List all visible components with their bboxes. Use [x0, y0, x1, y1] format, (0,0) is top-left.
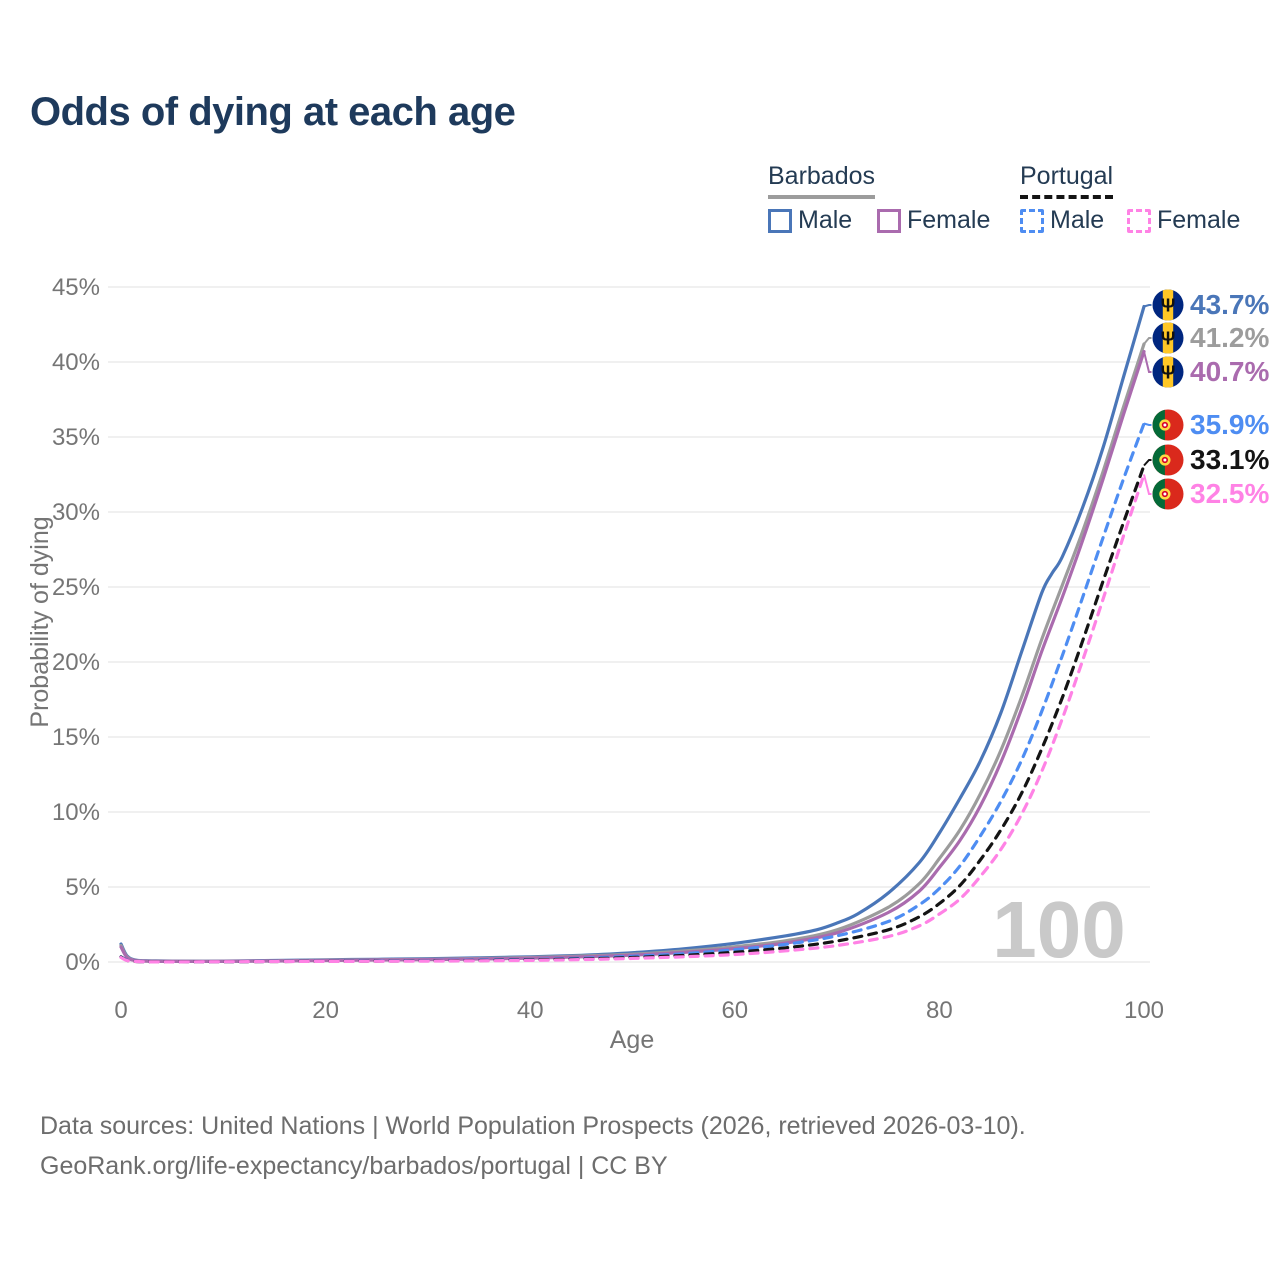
y-tick-label: 10% [52, 799, 100, 826]
legend-group-portugal: Portugal [1020, 162, 1114, 199]
source-line-2: GeoRank.org/life-expectancy/barbados/por… [40, 1152, 668, 1180]
legend-label: Female [1157, 206, 1241, 234]
legend-label: Female [907, 206, 991, 234]
end-annotations: Ψ 43.7% Ψ 41.2% Ψ 40.7% 35.9% 33.1%32.5% [1143, 289, 1269, 510]
source-line-1: Data sources: United Nations | World Pop… [40, 1112, 1026, 1140]
portugal-flag-icon [1152, 444, 1184, 476]
legend-label: Male [1050, 206, 1105, 234]
label-connector [1143, 351, 1152, 373]
y-tick-label: 15% [52, 724, 100, 751]
end-value-label-barbados-both: 41.2% [1190, 322, 1269, 353]
portugal-flag-icon [1152, 478, 1184, 510]
legend-country-barbados[interactable]: Barbados [768, 162, 876, 199]
y-tick-label: 30% [52, 499, 100, 526]
y-tick-label: 20% [52, 649, 100, 676]
label-connector [1143, 459, 1152, 467]
x-tick-label: 0 [114, 997, 127, 1024]
end-value-label-barbados-female: 40.7% [1190, 356, 1269, 387]
x-axis-title: Age [610, 1026, 654, 1054]
series-line-portugal-female[interactable] [119, 472, 1146, 964]
legend-item-barbados-male[interactable]: Male [768, 206, 852, 235]
series-line-barbados-female[interactable] [119, 349, 1146, 964]
end-value-label-portugal-male: 35.9% [1190, 409, 1269, 440]
label-connector [1143, 304, 1152, 308]
barbados-female-swatch-icon [877, 208, 901, 233]
x-axis-tick-labels: 0 20 40 60 80 100 [114, 997, 1164, 1024]
series-lines [119, 304, 1146, 964]
portugal-flag-icon [1152, 409, 1184, 441]
barbados-flag-icon: Ψ [1152, 322, 1184, 354]
y-tick-label: 35% [52, 424, 100, 451]
svg-text:Ψ: Ψ [1161, 363, 1176, 383]
y-tick-label: 0% [65, 949, 100, 976]
legend-item-portugal-male[interactable]: Male [1020, 206, 1104, 235]
barbados-male-swatch-icon [768, 208, 792, 233]
data-source-note: Data sources: United Nations | World Pop… [40, 1106, 1026, 1186]
barbados-flag-icon: Ψ [1152, 356, 1184, 388]
end-value-label-barbados-male: 43.7% [1190, 289, 1269, 320]
y-axis-tick-labels: 0% 5% 10% 15% 20% 25% 30% 35% 40% 45% [52, 274, 100, 976]
series-line-portugal-male[interactable] [119, 421, 1146, 964]
legend-item-barbados-female[interactable]: Female [877, 206, 990, 235]
portugal-male-swatch-icon [1020, 208, 1044, 233]
svg-text:Ψ: Ψ [1161, 296, 1176, 316]
svg-text:Ψ: Ψ [1161, 329, 1176, 349]
legend-item-portugal-female[interactable]: Female [1127, 206, 1240, 235]
portugal-female-swatch-icon [1127, 208, 1151, 233]
series-line-barbados-male[interactable] [119, 304, 1146, 963]
label-connector [1143, 474, 1152, 495]
watermark-age-100: 100 [992, 885, 1125, 974]
x-tick-label: 100 [1124, 997, 1164, 1024]
x-tick-label: 40 [517, 997, 544, 1024]
y-tick-label: 40% [52, 349, 100, 376]
y-tick-label: 25% [52, 574, 100, 601]
x-tick-label: 80 [926, 997, 953, 1024]
legend-group-barbados: Barbados [768, 162, 876, 199]
end-value-label-portugal-female: 32.5% [1190, 478, 1269, 509]
end-value-label-portugal-both: 33.1% [1190, 444, 1269, 475]
x-tick-label: 60 [721, 997, 748, 1024]
label-connector [1143, 337, 1152, 345]
x-tick-label: 20 [312, 997, 339, 1024]
legend-label: Male [798, 206, 853, 234]
series-line-portugal-both[interactable] [119, 463, 1146, 964]
label-connector [1143, 422, 1152, 426]
page-title: Odds of dying at each age [30, 90, 516, 134]
legend-country-portugal[interactable]: Portugal [1020, 162, 1114, 199]
y-tick-label: 5% [65, 874, 100, 901]
barbados-flag-icon: Ψ [1152, 289, 1184, 321]
y-axis-title: Probability of dying [26, 516, 54, 727]
y-tick-label: 45% [52, 274, 100, 301]
